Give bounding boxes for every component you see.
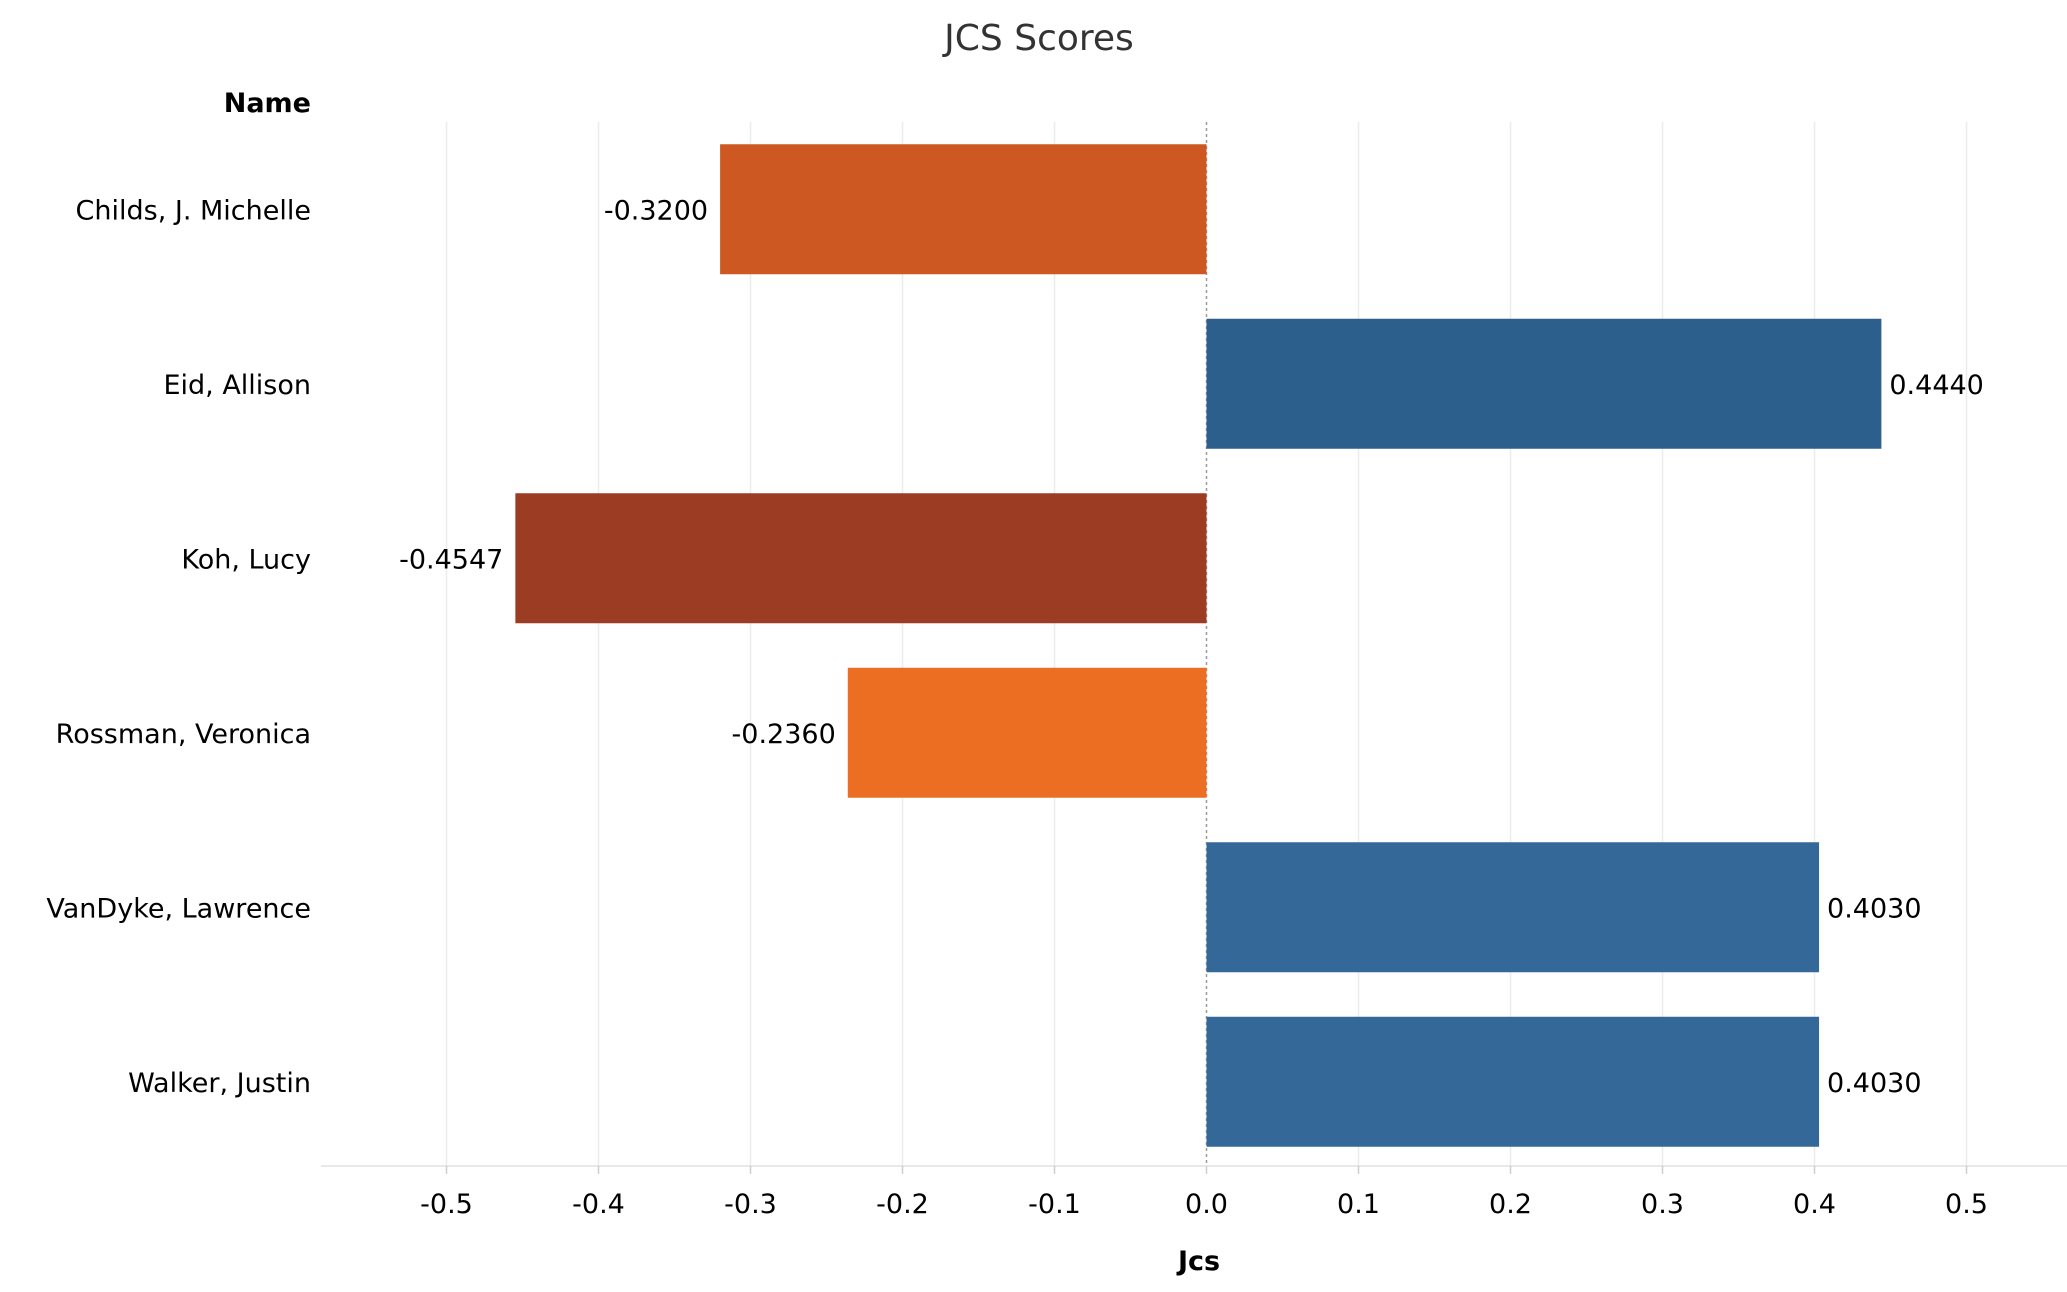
- value-label: -0.2360: [732, 719, 836, 750]
- x-tick-label: 0.0: [1185, 1189, 1228, 1220]
- x-tick-label: 0.2: [1489, 1189, 1532, 1220]
- bar: [1206, 842, 1820, 973]
- value-label: 0.4030: [1827, 1068, 1921, 1099]
- x-tick-label: 0.5: [1945, 1189, 1988, 1220]
- x-tick-labels: -0.5 -0.4 -0.3 -0.2 -0.1 0.0 0.1 0.2 0.3 0.4 0.5: [420, 1189, 1988, 1220]
- x-tick-label: -0.4: [572, 1189, 625, 1220]
- x-axis-label: Jcs: [1176, 1246, 1220, 1277]
- value-label: -0.3200: [604, 195, 708, 226]
- bar: [847, 667, 1207, 798]
- bar: [515, 493, 1207, 624]
- x-tick-label: 0.4: [1793, 1189, 1836, 1220]
- category-label: Eid, Allison: [163, 370, 311, 401]
- category-labels: Childs, J. Michelle Eid, Allison Koh, Lucy…: [46, 195, 311, 1099]
- row-header: Name: [224, 88, 311, 119]
- category-label: Childs, J. Michelle: [76, 195, 311, 226]
- x-tick-label: 0.3: [1641, 1189, 1684, 1220]
- bar: [1206, 1016, 1820, 1147]
- value-label: -0.4547: [399, 544, 503, 575]
- x-tick-label: -0.5: [420, 1189, 473, 1220]
- category-label: Rossman, Veronica: [56, 719, 311, 750]
- x-tick-label: -0.3: [724, 1189, 777, 1220]
- x-tick-label: -0.2: [876, 1189, 929, 1220]
- category-label: VanDyke, Lawrence: [46, 893, 311, 924]
- value-label: 0.4440: [1889, 370, 1983, 401]
- bar: [720, 144, 1207, 275]
- x-tick-label: -0.1: [1028, 1189, 1081, 1220]
- grid-lines: [445, 122, 1968, 1166]
- value-labels: -0.3200 0.4440 -0.4547 -0.2360 0.4030 0.4030: [399, 195, 1984, 1099]
- bar: [1206, 318, 1882, 449]
- bars: [515, 144, 1882, 1147]
- value-label: 0.4030: [1827, 893, 1921, 924]
- x-tick-label: 0.1: [1337, 1189, 1380, 1220]
- x-axis: [321, 1165, 2067, 1174]
- category-label: Koh, Lucy: [181, 544, 311, 575]
- category-label: Walker, Justin: [128, 1068, 311, 1099]
- chart-title: JCS Scores: [942, 18, 1134, 59]
